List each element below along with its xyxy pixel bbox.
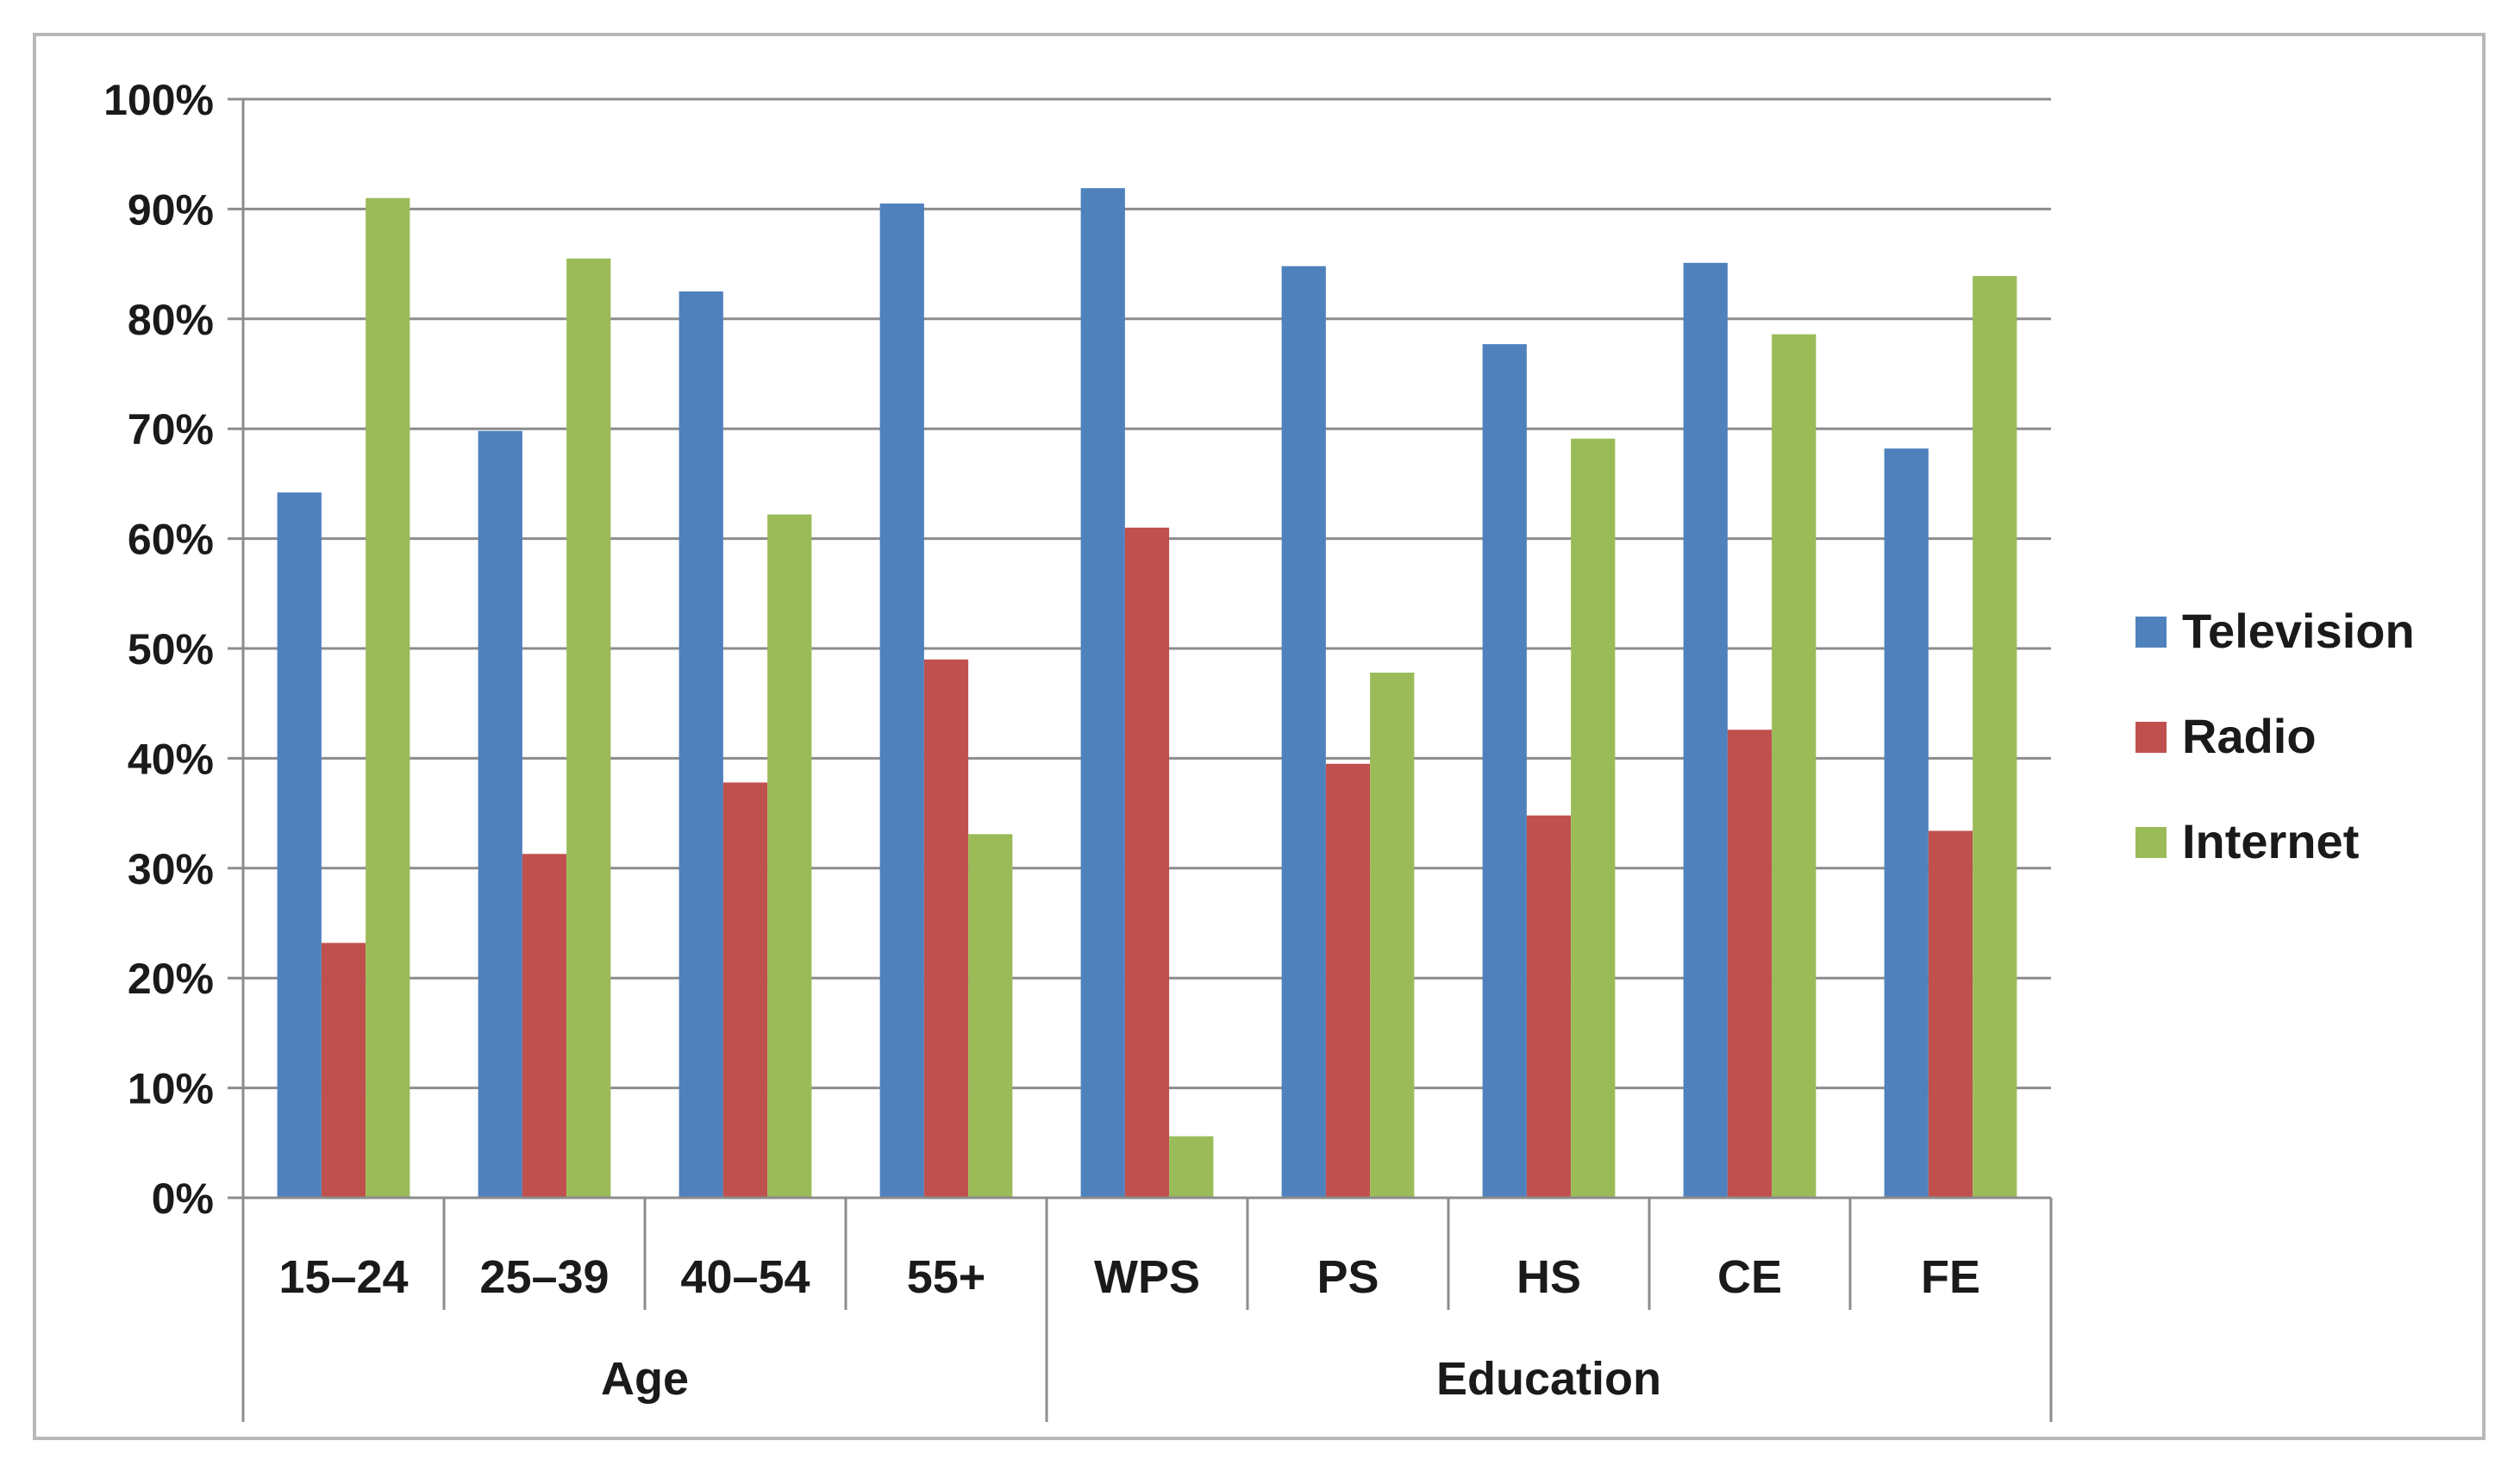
axis-layer: 0% 10% 20% 30% 40% 50% 60% 70% 80% 90% 100% 15–24 25… <box>103 76 2053 1422</box>
y-tick-label: 0% <box>152 1174 214 1223</box>
y-tick-label: 40% <box>128 735 214 783</box>
legend-layer: Television Radio Internet <box>2135 604 2415 868</box>
bar-internet-1 <box>566 258 611 1199</box>
bar-radio-4 <box>1124 527 1170 1198</box>
x-tick-label: CE <box>1717 1251 1782 1303</box>
y-tick-label: 80% <box>128 296 214 344</box>
legend-swatch-radio <box>2135 722 2167 753</box>
y-tick-label: 60% <box>128 516 214 564</box>
bar-radio-3 <box>923 659 969 1198</box>
bar-internet-0 <box>366 197 410 1198</box>
bar-television-8 <box>1884 448 1929 1198</box>
bar-radio-1 <box>522 854 567 1198</box>
bar-internet-8 <box>1973 276 2017 1198</box>
bar-internet-6 <box>1571 438 1616 1198</box>
bar-radio-2 <box>722 782 768 1198</box>
bar-internet-2 <box>767 514 812 1198</box>
x-tick-label: WPS <box>1094 1251 1200 1303</box>
y-tick-label: 10% <box>128 1065 214 1113</box>
legend-swatch-television <box>2135 617 2167 648</box>
legend-label-radio: Radio <box>2182 709 2317 763</box>
legend-label-television: Television <box>2182 604 2415 658</box>
bar-television-5 <box>1281 266 1326 1199</box>
y-tick-label: 100% <box>103 76 214 124</box>
bar-radio-6 <box>1526 815 1572 1198</box>
x-tick-label: 15–24 <box>278 1251 408 1303</box>
x-tick-label: PS <box>1316 1251 1379 1303</box>
bar-television-4 <box>1080 188 1125 1199</box>
group-label: Education <box>1436 1353 1661 1405</box>
x-tick-label: 25–39 <box>479 1251 609 1303</box>
bar-television-7 <box>1683 262 1728 1199</box>
y-tick-label: 90% <box>128 185 214 234</box>
bar-internet-7 <box>1772 334 1817 1198</box>
bar-internet-4 <box>1169 1136 1214 1198</box>
bar-radio-8 <box>1928 830 1973 1198</box>
y-tick-label: 20% <box>128 955 214 1003</box>
x-tick-label: 40–54 <box>680 1251 810 1303</box>
x-tick-label: HS <box>1516 1251 1581 1303</box>
bar-radio-0 <box>321 943 366 1198</box>
y-tick-label: 70% <box>128 405 214 454</box>
y-tick-label: 50% <box>128 625 214 673</box>
bar-television-1 <box>478 430 522 1198</box>
bar-television-2 <box>678 291 723 1199</box>
legend-label-internet: Internet <box>2182 814 2359 868</box>
legend-swatch-internet <box>2135 827 2167 858</box>
x-tick-label: 55+ <box>907 1251 986 1303</box>
bars-layer <box>277 188 2017 1199</box>
y-tick-label: 30% <box>128 845 214 893</box>
bar-internet-5 <box>1370 673 1415 1198</box>
chart-svg: 0% 10% 20% 30% 40% 50% 60% 70% 80% 90% 100% 15–24 25… <box>103 76 2415 1422</box>
bar-radio-5 <box>1325 763 1371 1198</box>
bar-television-3 <box>879 204 924 1198</box>
x-tick-label: FE <box>1921 1251 1980 1303</box>
bar-television-0 <box>277 492 322 1198</box>
bar-radio-7 <box>1727 730 1773 1198</box>
group-label: Age <box>601 1353 689 1405</box>
chart-frame: 0% 10% 20% 30% 40% 50% 60% 70% 80% 90% 100% 15–24 25… <box>33 33 2486 1440</box>
bar-internet-3 <box>968 834 1013 1198</box>
bar-television-6 <box>1482 344 1527 1198</box>
